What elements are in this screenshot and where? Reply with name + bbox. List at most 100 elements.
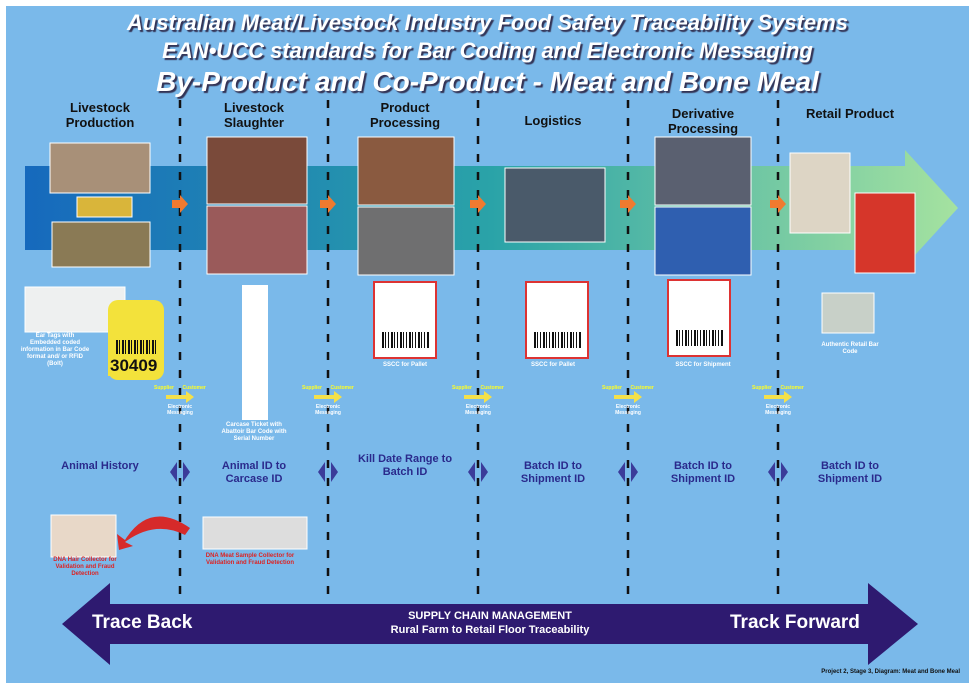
barcode-bar <box>540 332 541 348</box>
barcode-bar <box>688 330 689 346</box>
messaging-label: Electronic Messaging <box>608 404 648 416</box>
stage-name: Retail Product <box>795 106 905 121</box>
barcode-bar <box>415 332 416 348</box>
trace-id: Batch ID to Shipment ID <box>503 460 603 486</box>
supplier-label: Supplier <box>302 385 322 391</box>
barcode-bar <box>676 330 678 346</box>
barcode-bar <box>555 332 556 348</box>
photo <box>790 153 850 233</box>
barcode-bar <box>694 330 696 346</box>
photo <box>77 197 132 217</box>
barcode-bar <box>570 332 572 348</box>
trace-id: Animal ID to Carcase ID <box>204 460 304 486</box>
barcode-bar <box>391 332 393 348</box>
customer-label: Customer <box>331 385 354 391</box>
barcode-bar <box>712 330 714 346</box>
barcode-bar <box>579 332 581 348</box>
supplier-label: Supplier <box>154 385 174 391</box>
barcode-bar <box>394 332 395 348</box>
barcode-bar <box>152 340 154 354</box>
barcode-bar <box>412 332 413 348</box>
stage-caption: Authentic Retail Bar Code <box>815 342 885 356</box>
barcode-bar <box>119 340 120 354</box>
barcode-bar <box>715 330 716 346</box>
stage-caption: Carcase Ticket with Abattoir Bar Code wi… <box>214 422 294 443</box>
barcode-bar <box>418 332 420 348</box>
photo <box>358 207 454 275</box>
barcode-bar <box>406 332 407 348</box>
barcode-bar <box>703 330 705 346</box>
stage-caption: SSCC for Pallet <box>370 362 440 369</box>
poster: Australian Meat/Livestock Industry Food … <box>0 0 975 689</box>
barcode-bar <box>558 332 559 348</box>
photo <box>655 207 751 275</box>
photo <box>207 206 307 274</box>
barcode-bar <box>537 332 538 348</box>
stage-caption: Ear Tags with Embedded coded information… <box>20 333 90 368</box>
photo <box>822 293 874 333</box>
barcode-bar <box>576 332 577 348</box>
arrow-subtitle: Rural Farm to Retail Floor Traceability <box>300 624 680 636</box>
barcode-bar <box>155 340 156 354</box>
photo <box>52 222 150 267</box>
ear-tag-number: 30409 <box>108 356 159 376</box>
messaging-label: Electronic Messaging <box>160 404 200 416</box>
stage-name: Logistics <box>498 113 608 128</box>
supplier-label: Supplier <box>752 385 772 391</box>
trace-id: Batch ID to Shipment ID <box>653 460 753 486</box>
barcode-bar <box>403 332 404 348</box>
trace-back: Trace Back <box>92 612 192 634</box>
barcode-bar <box>685 330 687 346</box>
supplier-label: Supplier <box>602 385 622 391</box>
barcode-bar <box>691 330 692 346</box>
barcode-bar <box>125 340 126 354</box>
barcode-bar <box>546 332 547 348</box>
stage-caption: SSCC for Shipment <box>668 362 738 369</box>
barcode-bar <box>427 332 429 348</box>
trace-id: Batch ID to Shipment ID <box>800 460 900 486</box>
barcode-bar <box>709 330 710 346</box>
barcode-bar <box>137 340 138 354</box>
dna-caption: DNA Meat Sample Collector for Validation… <box>200 553 300 567</box>
stage-name: Livestock Slaughter <box>199 100 309 130</box>
trace-id: Animal History <box>50 460 150 473</box>
barcode-bar <box>149 340 150 354</box>
barcode-bar <box>534 332 536 348</box>
carcase-ticket <box>242 285 268 420</box>
stage-name: Product Processing <box>350 100 460 130</box>
barcode-bar <box>706 330 707 346</box>
barcode-bar <box>388 332 389 348</box>
barcode-bar <box>700 330 701 346</box>
barcode-bar <box>143 340 144 354</box>
customer-label: Customer <box>631 385 654 391</box>
supplier-label: Supplier <box>452 385 472 391</box>
stage-caption: SSCC for Pallet <box>518 362 588 369</box>
stage-name: Livestock Production <box>45 100 155 130</box>
barcode-bar <box>382 332 384 348</box>
barcode-bar <box>122 340 124 354</box>
barcode-bar <box>721 330 723 346</box>
photo <box>855 193 915 273</box>
dna-caption: DNA Hair Collector for Validation and Fr… <box>45 557 125 578</box>
photo <box>207 137 307 204</box>
barcode-bar <box>552 332 554 348</box>
barcode-bar <box>564 332 565 348</box>
messaging-label: Electronic Messaging <box>758 404 798 416</box>
barcode-bar <box>140 340 142 354</box>
photo <box>51 515 116 557</box>
photo <box>505 168 605 242</box>
trace-id: Kill Date Range to Batch ID <box>355 453 455 479</box>
barcode-bar <box>549 332 550 348</box>
barcode-bar <box>697 330 698 346</box>
barcode-bar <box>421 332 422 348</box>
messaging-label: Electronic Messaging <box>458 404 498 416</box>
barcode-bar <box>543 332 545 348</box>
track-forward: Track Forward <box>730 612 860 634</box>
barcode-bar <box>573 332 574 348</box>
title-line: Australian Meat/Livestock Industry Food … <box>0 10 975 36</box>
barcode-bar <box>409 332 411 348</box>
barcode-bar <box>561 332 563 348</box>
arrow-title: SUPPLY CHAIN MANAGEMENT <box>300 610 680 622</box>
barcode-bar <box>718 330 719 346</box>
footer: Project 2, Stage 3, Diagram: Meat and Bo… <box>700 669 960 675</box>
